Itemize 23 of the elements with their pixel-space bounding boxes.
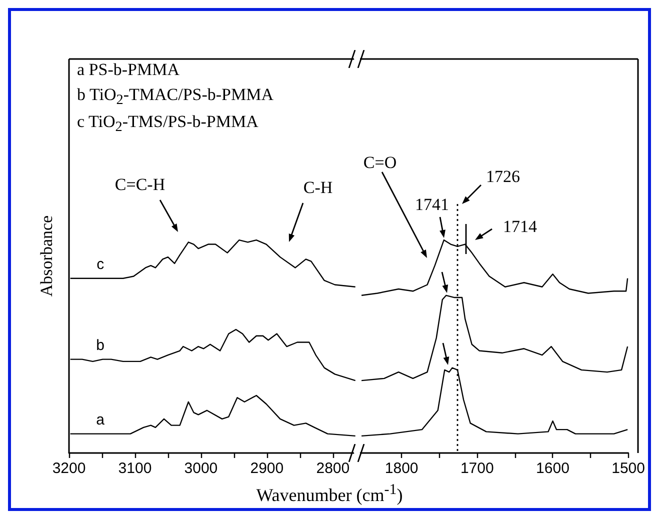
y-axis-title: Absorbance (37, 215, 57, 297)
text: C=O (363, 153, 397, 173)
series-label: c (96, 256, 105, 273)
x-tick-label: 2800 (316, 460, 350, 477)
series-label: b (96, 336, 104, 354)
text: 1741 (415, 195, 449, 215)
x-axis-title: Wavenumber (cm$^{-1}$) (255, 482, 404, 506)
text: 1714 (503, 217, 537, 237)
x-tick-label: 3200 (52, 460, 86, 477)
x-tick-label: 3100 (118, 460, 152, 477)
text: 1726 (486, 167, 520, 187)
x-tick-label: 1700 (460, 460, 494, 477)
text: C-H (303, 178, 333, 198)
text: b TiO$_{2}$-TMAC/PS-b-PMMA (77, 84, 274, 110)
x-tick-label: 2900 (250, 460, 284, 477)
x-tick-label: 1600 (536, 460, 570, 477)
text: c TiO$_{2}$-TMS/PS-b-PMMA (77, 112, 258, 136)
x-tick-label: 1800 (384, 460, 418, 477)
series-label: a (96, 411, 106, 428)
x-tick-label: 1500 (612, 460, 646, 477)
text: C=C-H (114, 175, 166, 195)
text: a PS-b-PMMA (77, 60, 180, 80)
x-tick-label: 3000 (184, 460, 218, 477)
